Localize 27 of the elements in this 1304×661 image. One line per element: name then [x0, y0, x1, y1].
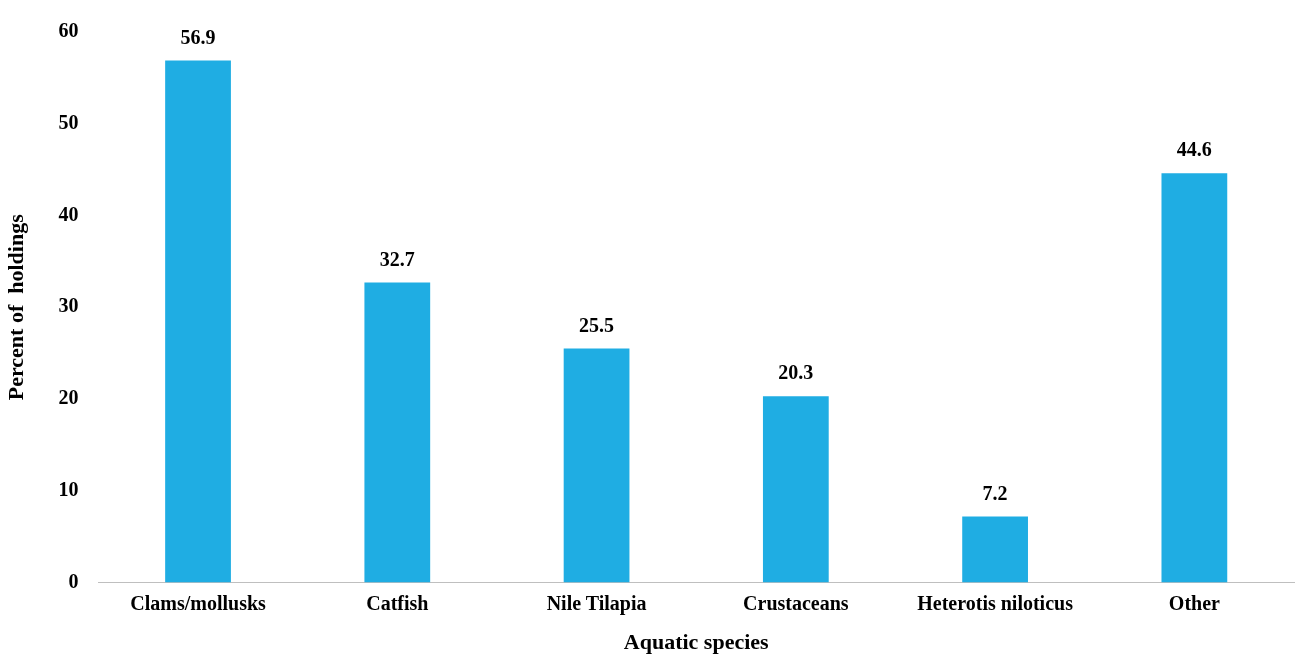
y-tick-label: 30	[58, 294, 79, 317]
x-tick-label: Clams/mollusks	[130, 591, 267, 614]
data-label: 56.9	[180, 25, 216, 48]
bar	[165, 60, 231, 583]
bar	[563, 348, 630, 583]
data-label: 32.7	[379, 247, 415, 270]
bar	[364, 282, 431, 583]
x-tick-label: Heterotis niloticus	[917, 591, 1074, 614]
y-tick-label: 50	[58, 110, 79, 133]
x-tick-label: Catfish	[366, 591, 429, 614]
x-tick-label: Crustaceans	[743, 591, 849, 614]
x-tick-label: Nile Tilapia	[546, 591, 647, 615]
data-label: 7.2	[982, 481, 1008, 504]
y-tick-label: 10	[58, 478, 79, 501]
x-tick-label: Other	[1168, 591, 1221, 614]
y-tick-label: 0	[68, 569, 79, 592]
data-label: 44.6	[1176, 138, 1212, 161]
y-tick-label: 20	[58, 386, 79, 409]
data-label: 25.5	[579, 313, 615, 336]
y-tick-label: 40	[58, 202, 79, 225]
y-tick-label: 60	[58, 19, 79, 42]
x-axis-title: Aquatic species	[623, 629, 770, 655]
bar	[1161, 173, 1228, 583]
data-label: 20.3	[778, 361, 814, 384]
bar	[762, 396, 829, 583]
y-axis-title: Percent of holdings	[2, 213, 28, 401]
bar	[962, 516, 1028, 583]
